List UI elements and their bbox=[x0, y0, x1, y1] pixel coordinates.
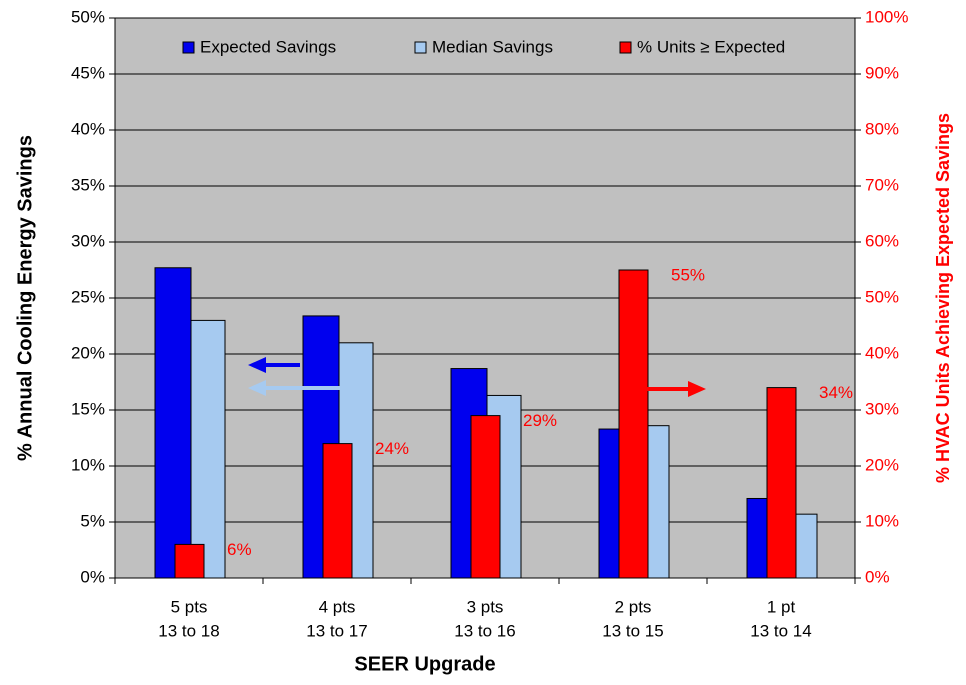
y2-tick-label: 40% bbox=[865, 343, 899, 362]
legend-swatch bbox=[182, 41, 195, 54]
bar bbox=[154, 267, 192, 579]
x-tick-label: 1 pt bbox=[767, 597, 796, 616]
x-tick-label: 13 to 17 bbox=[306, 621, 367, 640]
arrows bbox=[248, 357, 706, 397]
value-label: 6% bbox=[227, 540, 252, 559]
y-tick-label: 40% bbox=[71, 119, 105, 138]
legend-label: Median Savings bbox=[432, 37, 553, 56]
bar bbox=[322, 443, 353, 579]
bar bbox=[766, 387, 797, 579]
y-axis-title: % Annual Cooling Energy Savings bbox=[14, 135, 36, 461]
y2-tick-label: 70% bbox=[865, 175, 899, 194]
y-tick-label: 0% bbox=[80, 567, 105, 586]
legend-swatch bbox=[619, 41, 632, 54]
legend-label: % Units ≥ Expected bbox=[637, 37, 785, 56]
arrow-head bbox=[248, 357, 266, 373]
y2-axis-title: % HVAC Units Achieving Expected Savings bbox=[933, 113, 953, 483]
value-label: 24% bbox=[375, 439, 409, 458]
y2-tick-label: 90% bbox=[865, 63, 899, 82]
y-tick-label: 25% bbox=[71, 287, 105, 306]
y2-tick-label: 50% bbox=[865, 287, 899, 306]
value-label: 29% bbox=[523, 411, 557, 430]
y-tick-label: 5% bbox=[80, 511, 105, 530]
y-tick-label: 50% bbox=[71, 7, 105, 26]
value-label: 55% bbox=[671, 265, 705, 284]
y2-tick-label: 60% bbox=[865, 231, 899, 250]
bar bbox=[470, 415, 501, 579]
y-tick-label: 30% bbox=[71, 231, 105, 250]
y2-tick-label: 80% bbox=[865, 119, 899, 138]
x-tick-label: 4 pts bbox=[319, 597, 356, 616]
y2-tick-label: 100% bbox=[865, 7, 908, 26]
x-tick-label: 13 to 18 bbox=[158, 621, 219, 640]
x-tick-label: 5 pts bbox=[171, 597, 208, 616]
y2-tick-label: 10% bbox=[865, 511, 899, 530]
y-tick-label: 35% bbox=[71, 175, 105, 194]
x-tick-label: 2 pts bbox=[615, 597, 652, 616]
y-tick-label: 15% bbox=[71, 399, 105, 418]
legend-swatch bbox=[414, 41, 427, 54]
arrow-head bbox=[248, 380, 266, 396]
value-label: 34% bbox=[819, 383, 853, 402]
y-tick-label: 45% bbox=[71, 63, 105, 82]
y2-tick-label: 30% bbox=[865, 399, 899, 418]
bar bbox=[174, 543, 205, 579]
y2-tick-label: 0% bbox=[865, 567, 890, 586]
legend-label: Expected Savings bbox=[200, 37, 336, 56]
bar bbox=[190, 319, 226, 579]
x-tick-label: 13 to 14 bbox=[750, 621, 811, 640]
x-tick-label: 13 to 15 bbox=[602, 621, 663, 640]
y-tick-label: 10% bbox=[71, 455, 105, 474]
y2-tick-label: 20% bbox=[865, 455, 899, 474]
x-tick-label: 13 to 16 bbox=[454, 621, 515, 640]
arrow-head bbox=[688, 381, 706, 397]
bar bbox=[618, 269, 649, 579]
x-tick-label: 3 pts bbox=[467, 597, 504, 616]
y-tick-label: 20% bbox=[71, 343, 105, 362]
x-axis-title: SEER Upgrade bbox=[354, 653, 495, 675]
